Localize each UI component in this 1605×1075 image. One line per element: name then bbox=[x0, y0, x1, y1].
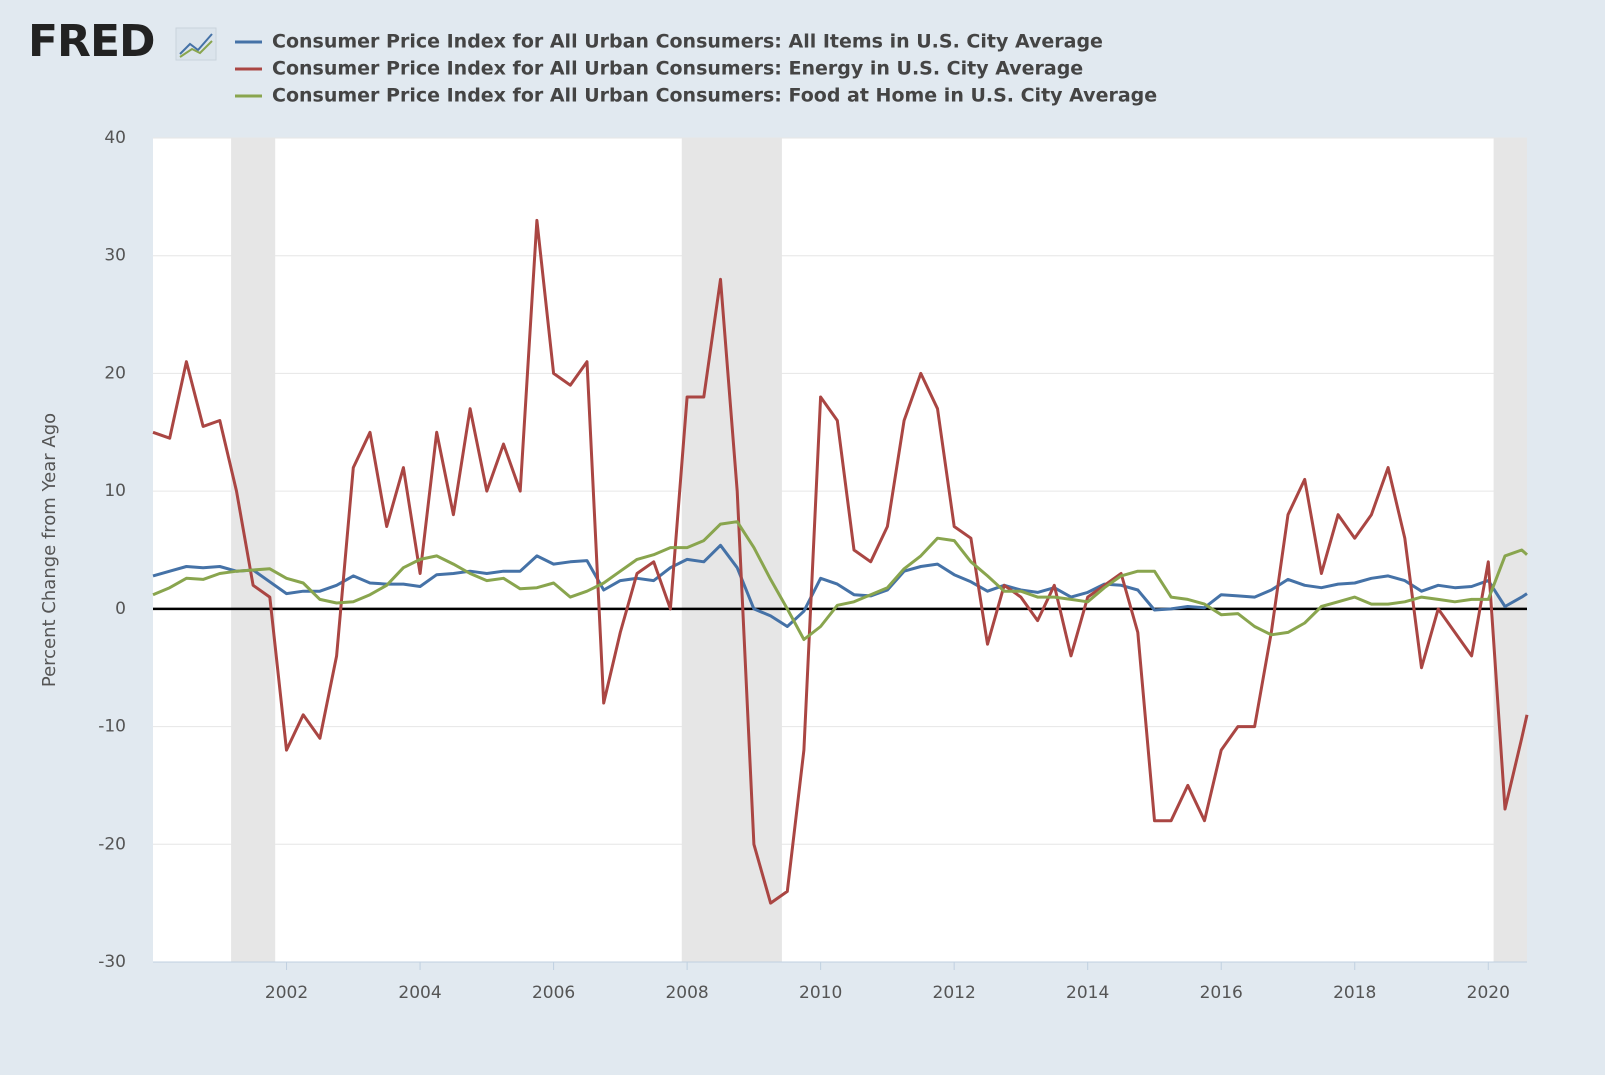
y-tick-label: 40 bbox=[104, 128, 126, 148]
y-axis-label: Percent Change from Year Ago bbox=[39, 413, 60, 687]
legend-label: Consumer Price Index for All Urban Consu… bbox=[272, 85, 1157, 107]
x-tick-label: 2018 bbox=[1333, 983, 1376, 1003]
x-tick-label: 2002 bbox=[265, 983, 308, 1003]
series-line bbox=[152, 543, 1528, 628]
recession-band bbox=[681, 138, 782, 962]
legend-label: Consumer Price Index for All Urban Consu… bbox=[272, 31, 1103, 53]
y-tick-label: 20 bbox=[104, 363, 126, 383]
y-tick-label: 10 bbox=[104, 481, 126, 501]
y-tick-label: -30 bbox=[98, 952, 126, 972]
x-tick-label: 2006 bbox=[532, 983, 575, 1003]
x-tick-label: 2012 bbox=[933, 983, 976, 1003]
legend-label: Consumer Price Index for All Urban Consu… bbox=[272, 58, 1083, 80]
plot-area bbox=[153, 138, 1527, 962]
x-tick-label: 2010 bbox=[799, 983, 842, 1003]
y-tick-label: 30 bbox=[104, 246, 126, 266]
x-tick-label: 2008 bbox=[665, 983, 708, 1003]
x-tick-label: 2020 bbox=[1467, 983, 1510, 1003]
x-tick-label: 2004 bbox=[398, 983, 441, 1003]
logo-icon bbox=[175, 27, 217, 61]
series-line bbox=[152, 520, 1528, 641]
y-tick-label: -20 bbox=[98, 834, 126, 854]
series-line bbox=[152, 218, 1529, 905]
x-tick-label: 2016 bbox=[1200, 983, 1243, 1003]
y-tick-label: -10 bbox=[98, 717, 126, 737]
recession-band bbox=[231, 138, 276, 962]
y-tick-label: 0 bbox=[115, 599, 126, 619]
x-tick-label: 2014 bbox=[1066, 983, 1109, 1003]
logo: FRED bbox=[28, 16, 155, 67]
